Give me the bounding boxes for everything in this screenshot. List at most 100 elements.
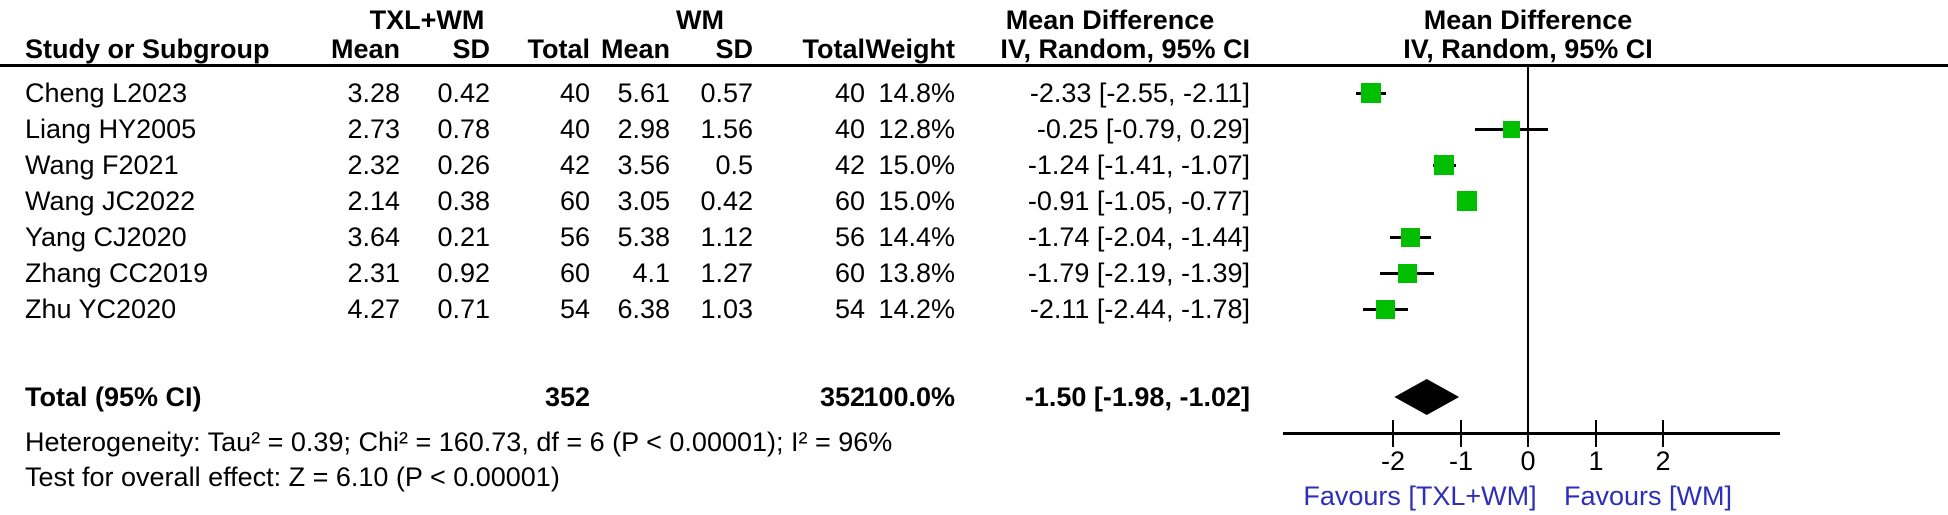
study-total1: 56 [559, 222, 590, 252]
study-ci: -2.33 [-2.55, -2.11] [1029, 78, 1250, 108]
study-weight: 13.8% [878, 258, 955, 288]
study-name: Wang F2021 [25, 150, 179, 180]
study-total2: 60 [834, 186, 865, 216]
study-weight: 14.2% [878, 294, 955, 324]
total-n2: 352 [819, 382, 865, 412]
study-mean2: 6.38 [617, 294, 670, 324]
effect-square-marker [1361, 83, 1381, 103]
x-tick-label: -1 [1448, 446, 1474, 476]
study-total2: 40 [834, 78, 865, 108]
x-tick [1662, 420, 1664, 447]
study-sd1: 0.21 [437, 222, 490, 252]
study-total1: 40 [559, 114, 590, 144]
study-ci: -2.11 [-2.44, -1.78] [1029, 294, 1250, 324]
study-weight: 14.4% [878, 222, 955, 252]
study-sd2: 0.57 [700, 78, 753, 108]
study-name: Cheng L2023 [25, 78, 188, 108]
col-method-right: IV, Random, 95% CI [1403, 34, 1653, 64]
study-name: Liang HY2005 [25, 114, 197, 144]
col-total1: Total [527, 34, 591, 64]
study-sd2: 1.03 [700, 294, 753, 324]
study-total2: 60 [834, 258, 865, 288]
study-name: Zhu YC2020 [25, 294, 177, 324]
study-total1: 54 [559, 294, 590, 324]
study-total2: 56 [834, 222, 865, 252]
col-total2: Total [802, 34, 866, 64]
effect-square-marker [1401, 228, 1420, 247]
study-mean2: 5.61 [617, 78, 670, 108]
study-mean1: 3.64 [347, 222, 400, 252]
col-sd2: SD [715, 34, 753, 64]
x-tick [1527, 420, 1529, 447]
heterogeneity-text: Heterogeneity: Tau² = 0.39; Chi² = 160.7… [25, 427, 893, 457]
study-total1: 42 [559, 150, 590, 180]
effect-square-marker [1503, 121, 1520, 138]
total-label: Total (95% CI) [25, 382, 202, 412]
study-mean1: 2.14 [347, 186, 400, 216]
study-sd1: 0.78 [437, 114, 490, 144]
study-name: Zhang CC2019 [25, 258, 209, 288]
zero-line [1527, 67, 1529, 435]
study-ci: -0.91 [-1.05, -0.77] [1027, 186, 1250, 216]
study-total1: 40 [559, 78, 590, 108]
group1-header: TXL+WM [369, 5, 485, 35]
total-n1: 352 [544, 382, 590, 412]
favours-left-label: Favours [TXL+WM] [1303, 481, 1537, 511]
study-mean2: 5.38 [617, 222, 670, 252]
x-tick [1460, 420, 1462, 447]
effect-square-marker [1434, 155, 1454, 175]
study-weight: 14.8% [878, 78, 955, 108]
total-weight: 100.0% [863, 382, 955, 412]
overall-effect-text: Test for overall effect: Z = 6.10 (P < 0… [25, 462, 560, 492]
x-tick-label: 1 [1588, 446, 1604, 476]
study-total1: 60 [559, 186, 590, 216]
study-sd2: 1.27 [700, 258, 753, 288]
study-total2: 42 [834, 150, 865, 180]
col-mean2: Mean [600, 34, 670, 64]
effect-header-right: Mean Difference [1423, 5, 1633, 35]
col-mean1: Mean [330, 34, 400, 64]
col-weight: Weight [865, 34, 956, 64]
study-mean1: 3.28 [347, 78, 400, 108]
x-tick-label: 0 [1520, 446, 1536, 476]
study-name: Wang JC2022 [25, 186, 196, 216]
effect-square-marker [1457, 191, 1477, 211]
total-ci: -1.50 [-1.98, -1.02] [1024, 382, 1250, 412]
study-sd1: 0.38 [437, 186, 490, 216]
study-mean2: 3.05 [617, 186, 670, 216]
study-weight: 15.0% [878, 150, 955, 180]
x-tick [1595, 420, 1597, 447]
study-total2: 54 [834, 294, 865, 324]
x-tick [1392, 420, 1394, 447]
study-mean1: 4.27 [347, 294, 400, 324]
study-sd1: 0.71 [437, 294, 490, 324]
favours-right-label: Favours [WM] [1563, 481, 1733, 511]
study-ci: -1.74 [-2.04, -1.44] [1027, 222, 1250, 252]
study-sd2: 1.56 [700, 114, 753, 144]
study-total2: 40 [834, 114, 865, 144]
study-sd2: 0.42 [700, 186, 753, 216]
x-tick-label: 2 [1655, 446, 1671, 476]
study-weight: 15.0% [878, 186, 955, 216]
x-axis [1283, 432, 1780, 435]
study-mean2: 3.56 [617, 150, 670, 180]
col-study: Study or Subgroup [25, 34, 270, 64]
study-ci: -1.24 [-1.41, -1.07] [1027, 150, 1250, 180]
study-mean2: 4.1 [632, 258, 670, 288]
study-mean1: 2.31 [347, 258, 400, 288]
study-sd1: 0.42 [437, 78, 490, 108]
study-mean1: 2.73 [347, 114, 400, 144]
effect-square-marker [1376, 300, 1395, 319]
study-sd2: 0.5 [715, 150, 753, 180]
header-rule [0, 64, 1948, 67]
study-total1: 60 [559, 258, 590, 288]
col-method: IV, Random, 95% CI [1000, 34, 1250, 64]
pooled-effect-diamond [1394, 379, 1460, 415]
study-ci: -1.79 [-2.19, -1.39] [1027, 258, 1250, 288]
study-weight: 12.8% [878, 114, 955, 144]
study-mean1: 2.32 [347, 150, 400, 180]
study-name: Yang CJ2020 [25, 222, 187, 252]
col-sd1: SD [452, 34, 490, 64]
effect-header-left: Mean Difference [1005, 5, 1215, 35]
